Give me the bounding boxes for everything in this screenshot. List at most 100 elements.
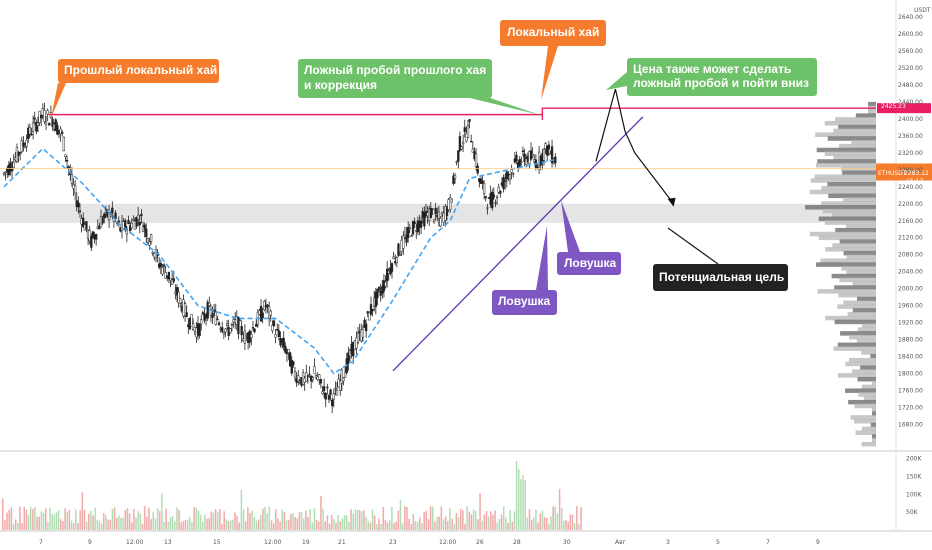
candle-body <box>23 145 27 148</box>
volume-bar <box>328 523 331 530</box>
volume-bar <box>528 509 531 530</box>
profile-bar <box>831 273 876 279</box>
volume-bar <box>264 506 266 530</box>
candle-body <box>439 217 442 227</box>
candle-body <box>208 302 211 306</box>
candle-body <box>292 361 295 366</box>
volume-bar <box>122 517 124 530</box>
candle-body <box>67 166 70 169</box>
volume-bar <box>66 512 68 530</box>
pointer-may-also <box>606 72 627 90</box>
candle-body <box>221 327 224 332</box>
volume-bar <box>158 511 161 530</box>
candle-body <box>466 125 470 138</box>
annotation-target: Потенциальная цель <box>659 270 784 284</box>
candle-body <box>364 323 368 332</box>
y-tick-label: 2640.00 <box>898 14 923 21</box>
profile-bar <box>851 140 876 145</box>
profile-bar <box>858 392 876 397</box>
candle-body <box>65 159 69 162</box>
candle-body <box>73 185 77 194</box>
annotation-may-also-line1: Цена также может сделать <box>633 62 791 76</box>
candle-body <box>397 243 400 256</box>
profile-bar <box>834 285 876 290</box>
volume-bar <box>12 523 15 530</box>
candle-body <box>542 148 546 161</box>
x-tick-label: 7 <box>766 539 770 546</box>
profile-bar <box>817 289 876 294</box>
volume-bar <box>169 517 172 530</box>
volume-bar <box>201 521 204 530</box>
volume-bars <box>2 460 582 530</box>
volume-bar <box>479 493 481 530</box>
volume-bar <box>229 520 232 530</box>
volume-bar <box>475 511 477 530</box>
volume-bar <box>186 519 189 530</box>
volume-bar <box>423 511 425 530</box>
y-tick-label: 2360.00 <box>898 133 923 140</box>
y-tick-label: 2200.00 <box>898 201 923 208</box>
volume-bar <box>550 516 552 530</box>
candle-body <box>343 371 347 378</box>
volume-profile <box>805 101 876 447</box>
candle-body <box>523 153 526 163</box>
volume-bar <box>313 508 316 530</box>
price-tag-symbol: ETHUSDT <box>878 170 907 177</box>
volume-bar <box>199 514 202 530</box>
pointer-local-high <box>541 46 558 100</box>
volume-bar <box>358 510 361 530</box>
candle-body <box>125 228 129 235</box>
candle-body <box>124 220 127 231</box>
candle-body <box>225 323 229 326</box>
profile-bar <box>838 124 876 130</box>
volume-bar <box>131 522 133 530</box>
candle-body <box>64 154 67 157</box>
profile-bar <box>838 292 876 298</box>
candle-body <box>255 324 258 327</box>
volume-bar <box>543 517 546 530</box>
profile-bar <box>845 361 876 367</box>
candle-body <box>179 298 182 304</box>
profile-bar <box>868 109 876 115</box>
x-tick-label: 21 <box>338 539 346 546</box>
volume-bar <box>416 521 419 530</box>
y-tick-label: 2480.00 <box>898 82 923 89</box>
volume-bar <box>234 512 236 530</box>
volume-bar <box>72 523 75 530</box>
candle-body <box>77 202 80 208</box>
candle-body <box>25 139 28 147</box>
candle-body <box>321 391 324 395</box>
volume-bar <box>270 520 273 530</box>
candle-body <box>216 318 219 320</box>
annotation-false-break-line2: и коррекция <box>304 78 377 92</box>
volume-bar <box>408 518 410 530</box>
volume-tick-label: 200K <box>906 456 922 463</box>
candle-body <box>547 144 550 150</box>
volume-bar <box>85 521 88 530</box>
candle-body <box>240 326 243 336</box>
volume-tick-label: 100K <box>906 491 922 498</box>
volume-bar <box>178 510 180 530</box>
profile-bar <box>839 143 876 149</box>
volume-bar <box>40 511 43 530</box>
candle-body <box>2 172 6 175</box>
volume-bar <box>432 506 434 530</box>
profile-bar <box>827 182 876 187</box>
volume-bar <box>232 519 234 530</box>
volume-bar <box>180 522 182 530</box>
profile-bar <box>837 373 876 378</box>
volume-bar <box>6 512 8 530</box>
volume-bar <box>511 521 514 530</box>
candle-body <box>78 210 82 213</box>
profile-bar <box>805 205 876 210</box>
profile-bar <box>861 350 876 355</box>
volume-bar <box>307 517 309 530</box>
volume-bar <box>115 517 118 530</box>
candle-body <box>238 319 242 322</box>
volume-bar <box>8 509 10 530</box>
volume-bar <box>343 515 346 530</box>
volume-bar <box>139 513 142 530</box>
volume-bar <box>10 507 13 530</box>
volume-tick-label: 50K <box>906 509 919 516</box>
